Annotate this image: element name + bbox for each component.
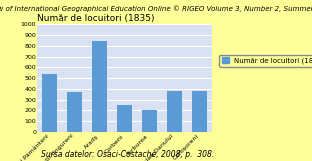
Text: Sursa datelor: Osaci-Costache, 2008, p.  308.: Sursa datelor: Osaci-Costache, 2008, p. …: [41, 150, 214, 159]
Bar: [117, 104, 132, 132]
Bar: [67, 92, 82, 132]
Bar: [142, 110, 157, 132]
Bar: [192, 91, 207, 132]
Text: Review of International Geographical Education Online © RIGEO Volume 3, Number 2: Review of International Geographical Edu…: [0, 5, 312, 12]
Text: Număr de locuitori (1835): Număr de locuitori (1835): [37, 14, 155, 23]
Legend: Număr de locuitori (1835): Număr de locuitori (1835): [219, 55, 312, 67]
Bar: [167, 91, 182, 132]
Bar: [92, 41, 107, 132]
Bar: [42, 74, 57, 132]
